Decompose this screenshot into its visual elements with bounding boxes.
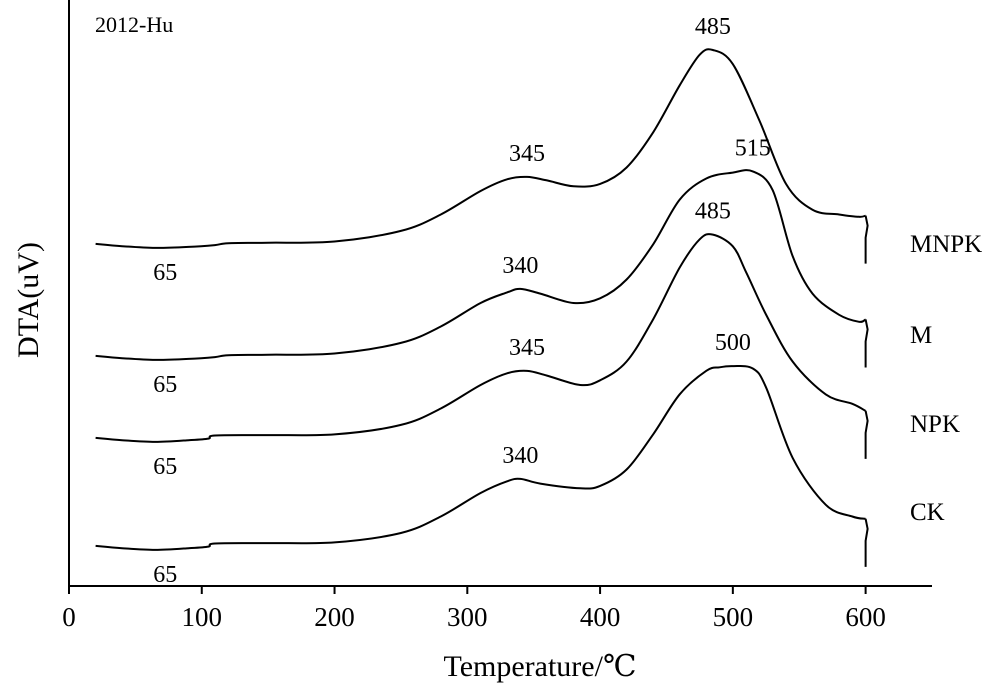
annotation-label: 65 (153, 372, 177, 398)
series-end-hook (864, 215, 869, 264)
x-tick-label: 400 (580, 602, 621, 632)
x-ticks: 0 100 200 300 400 500 600 (62, 586, 886, 632)
x-tick-label: 300 (447, 602, 488, 632)
peak-annotations: 65 345 485 65 340 515 65 345 485 65 340 500 (153, 14, 770, 588)
series-line-ck (95, 364, 866, 551)
series-end-hook (864, 518, 869, 567)
series-end-hook (864, 319, 869, 368)
annotation-label: 345 (509, 141, 545, 167)
series-label-ck: CK (910, 499, 945, 526)
series-label-mnpk: MNPK (910, 231, 982, 258)
x-tick-label: 500 (713, 602, 754, 632)
series-end-hook (864, 410, 869, 459)
x-tick-label: 600 (845, 602, 886, 632)
annotation-label: 65 (153, 562, 177, 588)
annotation-label: 500 (715, 330, 751, 356)
annotation-label: 485 (695, 199, 731, 225)
series-line-npk (95, 233, 867, 443)
annotation-label: 65 (153, 260, 177, 286)
annotation-label: 515 (735, 135, 771, 161)
x-tick-label: 100 (182, 602, 223, 632)
annotation-label: 340 (502, 253, 538, 279)
y-axis-label: DTA(uV) (12, 242, 45, 358)
chart-title: 2012-Hu (95, 12, 173, 37)
annotation-label: 65 (153, 454, 177, 480)
axes (68, 0, 932, 587)
x-axis-label: Temperature/℃ (443, 650, 636, 683)
annotation-label: 485 (695, 14, 731, 40)
series-line-m (95, 169, 867, 361)
series-label-npk: NPK (910, 411, 960, 438)
annotation-label: 345 (509, 335, 545, 361)
series-line-mnpk (95, 48, 866, 249)
x-tick-label: 0 (62, 602, 76, 632)
x-tick-label: 200 (314, 602, 355, 632)
series-label-m: M (910, 322, 932, 349)
series-curves (95, 48, 869, 567)
annotation-label: 340 (502, 443, 538, 469)
